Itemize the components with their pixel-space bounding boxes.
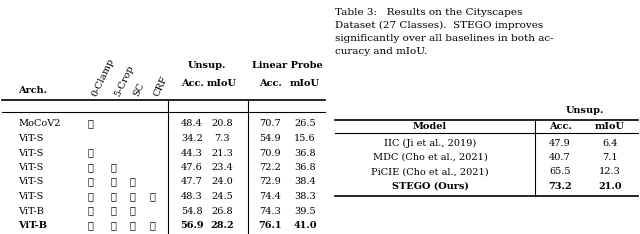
Text: ViT-S: ViT-S bbox=[18, 149, 44, 157]
Text: 72.9: 72.9 bbox=[259, 178, 281, 186]
Text: 39.5: 39.5 bbox=[294, 206, 316, 216]
Text: ✓: ✓ bbox=[87, 149, 93, 157]
Text: ✓: ✓ bbox=[129, 178, 135, 186]
Text: 54.8: 54.8 bbox=[181, 206, 203, 216]
Text: 12.3: 12.3 bbox=[599, 168, 621, 176]
Text: 34.2: 34.2 bbox=[181, 134, 203, 143]
Text: mIoU: mIoU bbox=[290, 79, 320, 88]
Text: significantly over all baselines in both ac-: significantly over all baselines in both… bbox=[335, 34, 554, 43]
Text: IIC (Ji et al., 2019): IIC (Ji et al., 2019) bbox=[384, 139, 476, 148]
Text: ✓: ✓ bbox=[110, 178, 116, 186]
Text: 20.8: 20.8 bbox=[211, 120, 233, 128]
Text: 6.4: 6.4 bbox=[602, 139, 618, 147]
Text: 38.4: 38.4 bbox=[294, 178, 316, 186]
Text: ✓: ✓ bbox=[129, 221, 135, 230]
Text: MDC (Cho et al., 2021): MDC (Cho et al., 2021) bbox=[372, 153, 488, 162]
Text: Linear Probe: Linear Probe bbox=[252, 61, 323, 70]
Text: Dataset (27 Classes).  STEGO improves: Dataset (27 Classes). STEGO improves bbox=[335, 21, 543, 30]
Text: Acc.: Acc. bbox=[548, 122, 572, 131]
Text: ✓: ✓ bbox=[87, 221, 93, 230]
Text: ✓: ✓ bbox=[129, 192, 135, 201]
Text: 41.0: 41.0 bbox=[293, 221, 317, 230]
Text: ViT-S: ViT-S bbox=[18, 134, 44, 143]
Text: ViT-S: ViT-S bbox=[18, 178, 44, 186]
Text: ✓: ✓ bbox=[87, 206, 93, 216]
Text: ✓: ✓ bbox=[110, 192, 116, 201]
Text: 24.5: 24.5 bbox=[211, 192, 233, 201]
Text: 38.3: 38.3 bbox=[294, 192, 316, 201]
Text: Acc.: Acc. bbox=[259, 79, 282, 88]
Text: 21.0: 21.0 bbox=[598, 182, 622, 191]
Text: 73.2: 73.2 bbox=[548, 182, 572, 191]
Text: ✓: ✓ bbox=[87, 120, 93, 128]
Text: 56.9: 56.9 bbox=[180, 221, 204, 230]
Text: 36.8: 36.8 bbox=[294, 163, 316, 172]
Text: Unsup.: Unsup. bbox=[566, 106, 604, 115]
Text: ✓: ✓ bbox=[87, 192, 93, 201]
Text: ✓: ✓ bbox=[87, 178, 93, 186]
Text: curacy and mIoU.: curacy and mIoU. bbox=[335, 47, 428, 56]
Text: 26.8: 26.8 bbox=[211, 206, 233, 216]
Text: 65.5: 65.5 bbox=[549, 168, 571, 176]
Text: ViT-S: ViT-S bbox=[18, 163, 44, 172]
Text: 24.0: 24.0 bbox=[211, 178, 233, 186]
Text: 76.1: 76.1 bbox=[259, 221, 282, 230]
Text: ✓: ✓ bbox=[129, 206, 135, 216]
Text: 47.7: 47.7 bbox=[181, 178, 203, 186]
Text: 21.3: 21.3 bbox=[211, 149, 233, 157]
Text: 7.1: 7.1 bbox=[602, 153, 618, 162]
Text: ✓: ✓ bbox=[149, 192, 155, 201]
Text: MoCoV2: MoCoV2 bbox=[18, 120, 61, 128]
Text: 70.7: 70.7 bbox=[259, 120, 281, 128]
Text: 15.6: 15.6 bbox=[294, 134, 316, 143]
Text: SC: SC bbox=[132, 81, 146, 98]
Text: Unsup.: Unsup. bbox=[188, 61, 226, 70]
Text: 47.6: 47.6 bbox=[181, 163, 203, 172]
Text: 40.7: 40.7 bbox=[549, 153, 571, 162]
Text: ViT-B: ViT-B bbox=[18, 206, 44, 216]
Text: 47.9: 47.9 bbox=[549, 139, 571, 147]
Text: 0-Clamp: 0-Clamp bbox=[90, 57, 116, 98]
Text: ✓: ✓ bbox=[110, 206, 116, 216]
Text: 74.4: 74.4 bbox=[259, 192, 281, 201]
Text: mIoU: mIoU bbox=[207, 79, 237, 88]
Text: 70.9: 70.9 bbox=[259, 149, 281, 157]
Text: ✓: ✓ bbox=[87, 163, 93, 172]
Text: 48.4: 48.4 bbox=[181, 120, 203, 128]
Text: mIoU: mIoU bbox=[595, 122, 625, 131]
Text: 44.3: 44.3 bbox=[181, 149, 203, 157]
Text: ✓: ✓ bbox=[149, 221, 155, 230]
Text: STEGO (Ours): STEGO (Ours) bbox=[392, 182, 468, 191]
Text: PiCIE (Cho et al., 2021): PiCIE (Cho et al., 2021) bbox=[371, 168, 489, 176]
Text: Acc.: Acc. bbox=[180, 79, 204, 88]
Text: 74.3: 74.3 bbox=[259, 206, 281, 216]
Text: 72.2: 72.2 bbox=[259, 163, 281, 172]
Text: 5-Crop: 5-Crop bbox=[113, 64, 136, 98]
Text: 54.9: 54.9 bbox=[259, 134, 281, 143]
Text: ✓: ✓ bbox=[110, 221, 116, 230]
Text: Table 3:   Results on the Cityscapes: Table 3: Results on the Cityscapes bbox=[335, 8, 522, 17]
Text: 23.4: 23.4 bbox=[211, 163, 233, 172]
Text: ViT-B: ViT-B bbox=[18, 221, 47, 230]
Text: Arch.: Arch. bbox=[18, 86, 47, 95]
Text: 7.3: 7.3 bbox=[214, 134, 230, 143]
Text: 36.8: 36.8 bbox=[294, 149, 316, 157]
Text: 48.3: 48.3 bbox=[181, 192, 203, 201]
Text: 26.5: 26.5 bbox=[294, 120, 316, 128]
Text: ✓: ✓ bbox=[110, 163, 116, 172]
Text: 28.2: 28.2 bbox=[210, 221, 234, 230]
Text: Model: Model bbox=[413, 122, 447, 131]
Text: CRF: CRF bbox=[152, 75, 170, 98]
Text: ViT-S: ViT-S bbox=[18, 192, 44, 201]
